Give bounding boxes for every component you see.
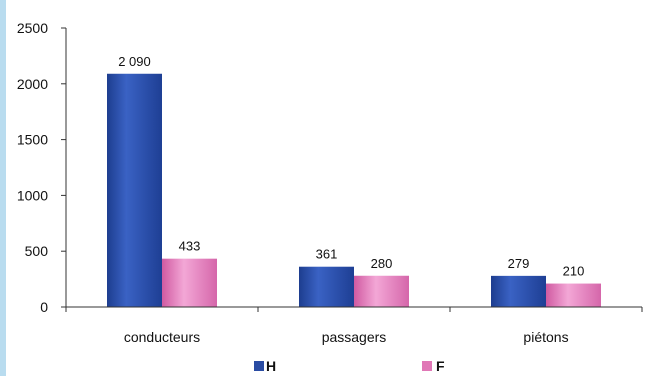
- data-label: 210: [563, 264, 585, 279]
- y-tick-label: 0: [40, 299, 48, 315]
- left-border: [0, 0, 6, 376]
- bar-f-piétons: [546, 283, 601, 307]
- bar-h-conducteurs: [107, 73, 162, 307]
- bar-f-conducteurs: [162, 258, 217, 307]
- legend-label-f: F: [436, 358, 445, 374]
- bar-h-passagers: [299, 266, 354, 307]
- y-tick-label: 1000: [17, 187, 48, 203]
- category-label: passagers: [322, 329, 387, 345]
- x-axis: conducteurs passagers piétons: [65, 306, 643, 345]
- y-tick-label: 2500: [17, 20, 48, 36]
- legend-label-h: H: [266, 358, 276, 374]
- data-label: 361: [316, 247, 338, 262]
- y-tick-label: 1500: [17, 132, 48, 148]
- legend-swatch-h: [254, 361, 264, 371]
- category-label: conducteurs: [124, 329, 200, 345]
- category-label: piétons: [523, 329, 568, 345]
- legend-swatch-f: [422, 361, 432, 371]
- data-label: 279: [508, 256, 530, 271]
- y-tick-label: 500: [25, 243, 49, 259]
- data-label: 280: [371, 256, 393, 271]
- y-axis: 0 500 1000 1500 2000 2500: [17, 20, 67, 315]
- bar-f-passagers: [354, 275, 409, 307]
- bars: 2 090 433 361 280 279 210: [107, 54, 601, 307]
- bar-h-piétons: [491, 275, 546, 307]
- data-label: 433: [179, 239, 201, 254]
- y-tick-label: 2000: [17, 76, 48, 92]
- data-label: 2 090: [118, 54, 151, 69]
